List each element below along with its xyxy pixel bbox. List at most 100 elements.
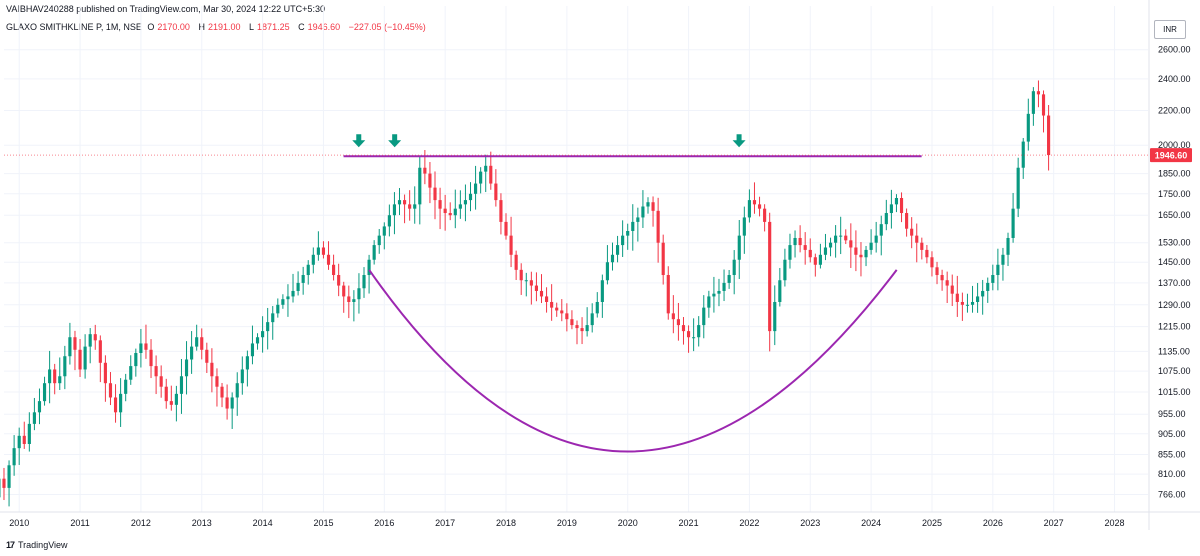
x-tick-label: 2027 [1044, 518, 1064, 528]
candle-body [357, 288, 361, 300]
candle-body [332, 264, 336, 276]
candle-body [225, 397, 229, 409]
y-tick-label: 766.00 [1158, 489, 1186, 499]
candle-body [560, 310, 564, 314]
tradingview-logo[interactable]: 17 TradingView [6, 540, 68, 550]
candle-body [367, 259, 371, 276]
candle-body [119, 393, 123, 413]
candle-body [230, 397, 234, 409]
x-tick-label: 2026 [983, 518, 1003, 528]
candle-body [808, 249, 812, 258]
candle-body [661, 242, 665, 276]
x-tick-label: 2018 [496, 518, 516, 528]
candle-body [899, 197, 904, 214]
candle-body [717, 290, 721, 294]
y-tick-label: 1290.00 [1158, 300, 1191, 310]
y-tick-label: 2400.00 [1158, 74, 1191, 84]
candle-body [205, 349, 209, 363]
candle-body [83, 346, 87, 370]
candle-body [631, 221, 635, 232]
candle-body [534, 285, 538, 291]
candle-body [702, 307, 706, 326]
candle-body [433, 187, 437, 201]
candle-body [697, 325, 701, 338]
candle-body [134, 352, 138, 367]
tradingview-mark-icon: 17 [6, 540, 15, 550]
candle-body [159, 376, 163, 387]
candle-body [544, 296, 549, 302]
y-tick-label: 1135.00 [1158, 346, 1190, 356]
candle-body [474, 183, 478, 194]
candle-body [418, 167, 422, 205]
symbol-name[interactable]: GLAXO SMITHKLINE P, 1M, NSE [6, 22, 142, 32]
y-tick-label: 2000.00 [1158, 140, 1191, 150]
candle-body [53, 369, 57, 384]
candle-body [940, 275, 944, 281]
y-tick-label: 2200.00 [1158, 106, 1191, 116]
candle-body [311, 254, 315, 265]
candle-body [757, 204, 762, 209]
candle-body [950, 285, 954, 294]
y-tick-label: 1530.00 [1158, 238, 1191, 248]
candle-body [991, 275, 995, 283]
ohlc-low: L 1871.25 [249, 22, 290, 32]
candle-body [316, 247, 320, 255]
x-tick-label: 2012 [131, 518, 151, 528]
candle-body [337, 275, 341, 286]
candle-body [489, 165, 493, 184]
x-tick-label: 2025 [922, 518, 942, 528]
candle-body [428, 173, 432, 188]
candle-body [844, 235, 848, 241]
y-tick-label: 905.00 [1158, 429, 1186, 439]
y-tick-label: 1850.00 [1158, 169, 1191, 179]
candle-body [529, 280, 533, 286]
candle-body [732, 259, 736, 276]
candle-body [22, 435, 26, 444]
candle-body [570, 319, 574, 326]
currency-selector[interactable]: INR [1154, 20, 1186, 39]
candle-body [42, 383, 47, 402]
candle-body [463, 200, 468, 205]
candle-body [372, 245, 376, 260]
candle-body [403, 200, 407, 205]
candle-body [859, 254, 863, 258]
y-tick-label: 2600.00 [1158, 45, 1191, 55]
candle-body [32, 412, 36, 424]
candle-body [129, 366, 133, 380]
candle-body [103, 362, 107, 384]
x-tick-label: 2015 [313, 518, 333, 528]
candle-body [874, 235, 878, 243]
candle-body [590, 313, 594, 326]
candle-body [413, 204, 417, 209]
candle-body [585, 325, 589, 332]
candle-body [88, 334, 92, 347]
candle-body [884, 213, 888, 225]
last-price-label: 1946.60 [1155, 151, 1188, 161]
candle-body [935, 267, 939, 276]
candle-body [281, 299, 285, 305]
candle-body [73, 337, 77, 350]
candle-body [783, 259, 787, 281]
candle-body [266, 322, 270, 332]
x-tick-label: 2028 [1105, 518, 1125, 528]
candle-body [879, 224, 883, 236]
candle-body [727, 275, 731, 283]
candle-body [235, 383, 239, 398]
candle-body [788, 245, 792, 260]
candle-body [174, 393, 178, 405]
candle-body [1036, 91, 1041, 95]
candle-body [839, 235, 843, 237]
candle-body [139, 343, 143, 353]
candle-body [778, 280, 782, 302]
candle-body [271, 313, 275, 323]
candle-body [291, 290, 295, 297]
candle-body [509, 235, 513, 255]
price-change: −227.05 (−10.45%) [348, 22, 426, 32]
x-tick-label: 2017 [435, 518, 455, 528]
candle-body [595, 301, 599, 314]
candle-body [976, 296, 980, 302]
candle-body [479, 171, 483, 184]
candle-body [78, 349, 82, 370]
candle-body [397, 200, 402, 205]
